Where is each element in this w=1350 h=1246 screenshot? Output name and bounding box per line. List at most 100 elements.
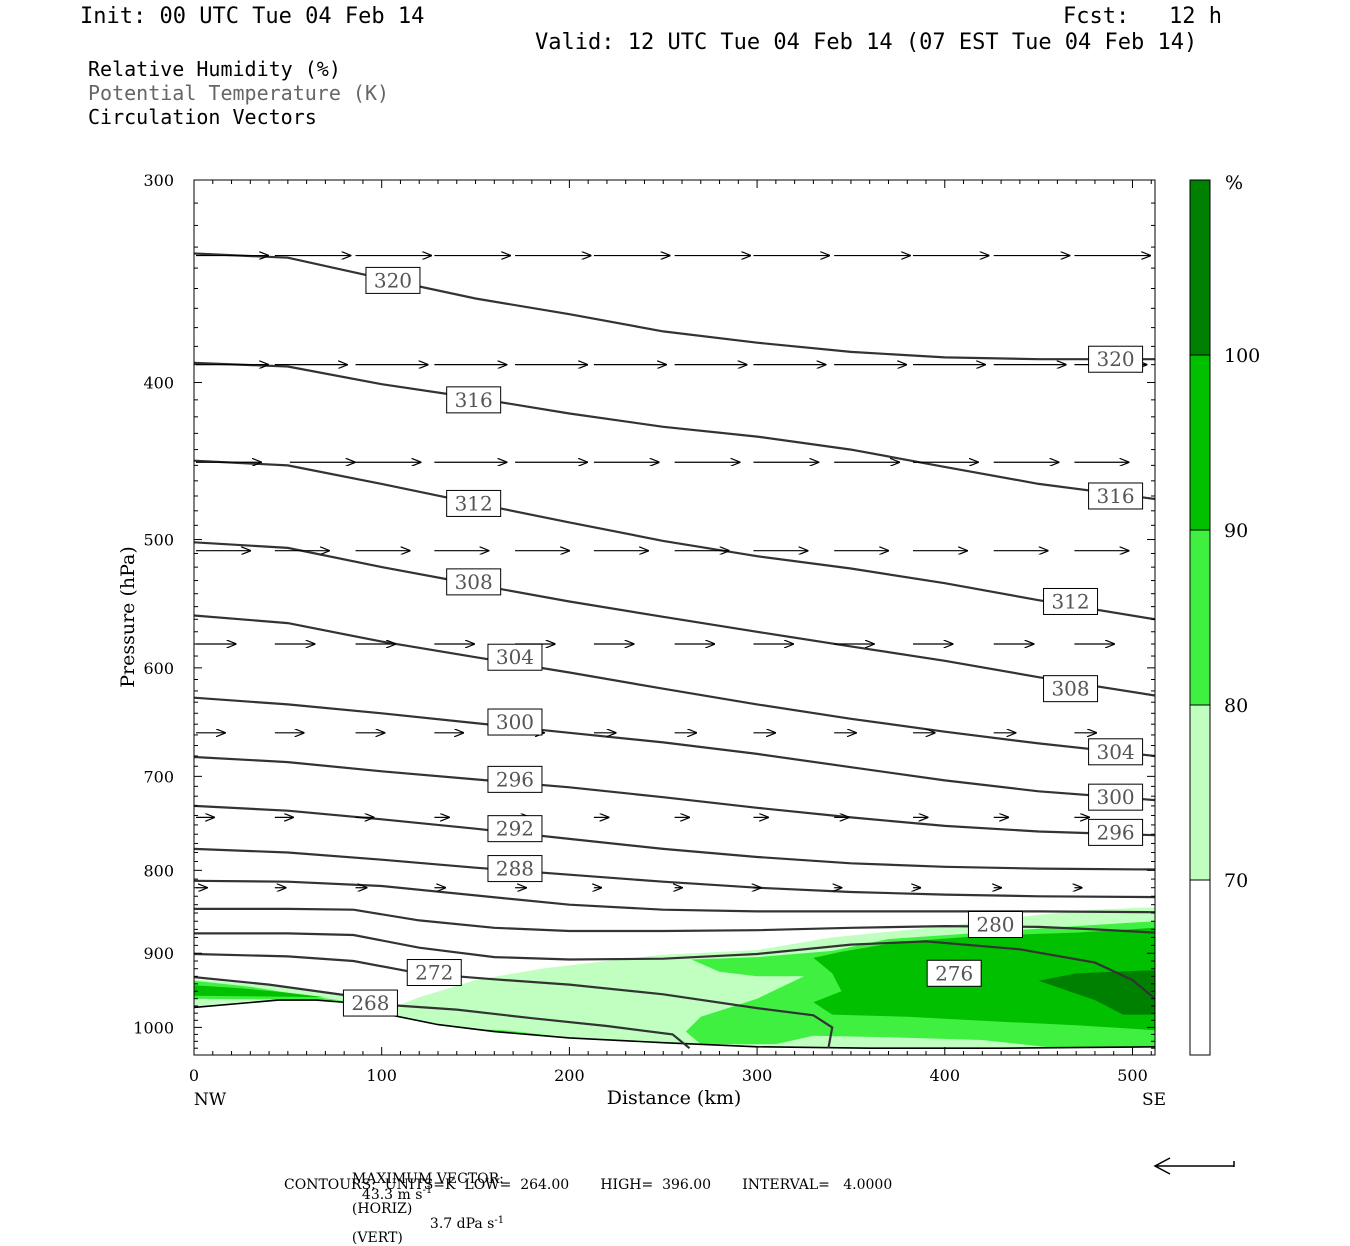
isentrope-label-box [1043,675,1099,703]
isentrope-296 [194,755,1155,837]
max-vector-vert-tag: (VERT) [351,1230,403,1246]
isentrope-label-box [406,959,462,987]
isentrope-label-text: 320 [374,268,412,292]
isentrope-label-box [446,489,502,517]
reference-vector-arrow [1153,1157,1235,1175]
colorbar-unit: % [1225,172,1243,194]
isentrope-label-box [342,989,398,1017]
isentrope-label-text: 304 [496,645,534,669]
rh-region-90-100 [194,985,326,998]
isentrope-label: 316 [446,386,502,414]
isentrope-label: 272 [406,959,462,987]
isentrope-label: 304 [487,643,543,671]
isentrope-label-text: 296 [496,767,534,791]
isentrope-308 [194,541,1155,697]
isentrope-label-text: 300 [496,710,534,734]
colorbar-band-70-80 [1190,705,1210,880]
colorbar-tick-label: 100 [1224,345,1260,367]
isentrope-label-box [487,855,543,883]
isentrope-label: 320 [1088,345,1144,373]
legend-relative-humidity: Relative Humidity (%) [88,57,341,81]
x-tick-label: 0 [189,1066,199,1085]
isentrope-label: 312 [1043,587,1099,615]
isentrope-label: 304 [1088,738,1144,766]
legend-potential-temperature: Potential Temperature (K) [88,81,390,105]
isentrope-label-text: 316 [455,388,493,412]
y-tick-label: 300 [143,171,174,190]
y-tick-label: 900 [143,944,174,963]
max-vector-vert-exponent: -1 [494,1214,505,1226]
max-vector-vert: 3.7 dPa s [429,1216,495,1233]
isentrope-label-box [487,765,543,793]
isentrope-280 [194,907,1155,934]
isentrope-label: 300 [487,708,543,736]
x-left-end-label: NW [194,1090,227,1110]
x-tick-label: 100 [366,1066,397,1085]
y-tick-label: 500 [143,531,174,550]
isentrope-292 [194,804,1155,871]
isentrope-label: 320 [365,266,421,294]
rh-colorbar: 70 80 90 100 [1189,179,1260,1056]
isentrope-label-box [967,911,1023,939]
isentrope-label-text: 288 [496,857,534,881]
y-tick-label: 700 [143,767,174,786]
max-vector-horiz: 43.3 m s [361,1186,423,1203]
y-tick-label: 1000 [133,1018,174,1037]
isentrope-label: 316 [1088,482,1144,510]
x-tick-label: 500 [1117,1066,1148,1085]
circulation-vectors [196,256,1150,888]
isentrope-label: 308 [446,568,502,596]
isentrope-label: 300 [1088,783,1144,811]
x-tick-label: 200 [554,1066,585,1085]
colorbar-band-100 [1190,180,1210,355]
x-axis-title: Distance (km) [607,1087,742,1109]
forecast-hour: Fcst: 12 h [1063,4,1222,29]
colorbar-band-80-90 [1190,530,1210,705]
colorbar-tick-label: 70 [1224,870,1248,892]
x-tick-label: 400 [930,1066,961,1085]
isentrope-label: 268 [342,989,398,1017]
potential-temperature-labels: 320 320 316 316 312 312 308 308 304 304 300 300 296 2… [342,266,1144,1017]
max-vector-label: MAXIMUM VECTOR: [351,1171,504,1187]
legend-circulation-vectors: Circulation Vectors [88,105,317,129]
isentrope-312 [194,459,1155,621]
isentrope-label-box [1088,345,1144,373]
y-axis-title: Pressure (hPa) [117,546,139,688]
isentrope-label-text: 276 [935,961,973,985]
isentrope-label-box [446,386,502,414]
isentrope-label: 312 [446,489,502,517]
isentrope-320 [194,252,1155,361]
colorbar-band-below-70 [1190,880,1210,1055]
max-vector-horiz-exponent: -1 [422,1185,433,1196]
isentrope-label-text: 312 [1051,589,1089,613]
isentrope-label-box [365,266,421,294]
surface-line [194,999,1155,1049]
isentrope-label-text: 280 [976,913,1014,937]
isentrope-label-box [487,708,543,736]
isentrope-label-box [1043,587,1099,615]
y-tick-label: 600 [143,659,174,678]
axes: 0 100 200 300 400 500 300 400 500 600 700 800 900 100… [133,171,1155,1085]
colorbar-frame [1189,179,1211,1056]
cross-section-plot: 320 320 316 316 312 312 308 308 304 304 300 300 296 2… [117,171,1260,1175]
isentrope-304 [194,614,1155,758]
isentrope-label-text: 272 [415,961,453,985]
isentrope-label-text: 308 [1051,677,1089,701]
isentrope-label-box [487,643,543,671]
isentrope-label-box [1088,738,1144,766]
max-vector-line: MAXIMUM VECTOR: 43.3 m s-1 (HORIZ) 3.7 d… [343,1158,504,1245]
plot-frame [193,179,1156,1056]
terrain-mask [194,999,1155,1055]
isentrope-label: 288 [487,855,543,883]
init-time: Init: 00 UTC Tue 04 Feb 14 [80,4,425,29]
isentrope-300 [194,696,1155,802]
valid-time: Valid: 12 UTC Tue 04 Feb 14 (07 EST Tue … [535,30,1198,55]
y-tick-label: 400 [143,373,174,392]
contour-info: CONTOURS: UNITS=K LOW= 264.00 HIGH= 396.… [284,1177,893,1193]
isentrope-label-text: 320 [1096,347,1134,371]
colorbar-tick-label: 80 [1224,695,1248,717]
colorbar-tick-label: 90 [1224,520,1248,542]
colorbar-band-90-100 [1190,355,1210,530]
isentrope-label-text: 292 [496,817,534,841]
x-right-end-label: SE [1142,1090,1166,1110]
